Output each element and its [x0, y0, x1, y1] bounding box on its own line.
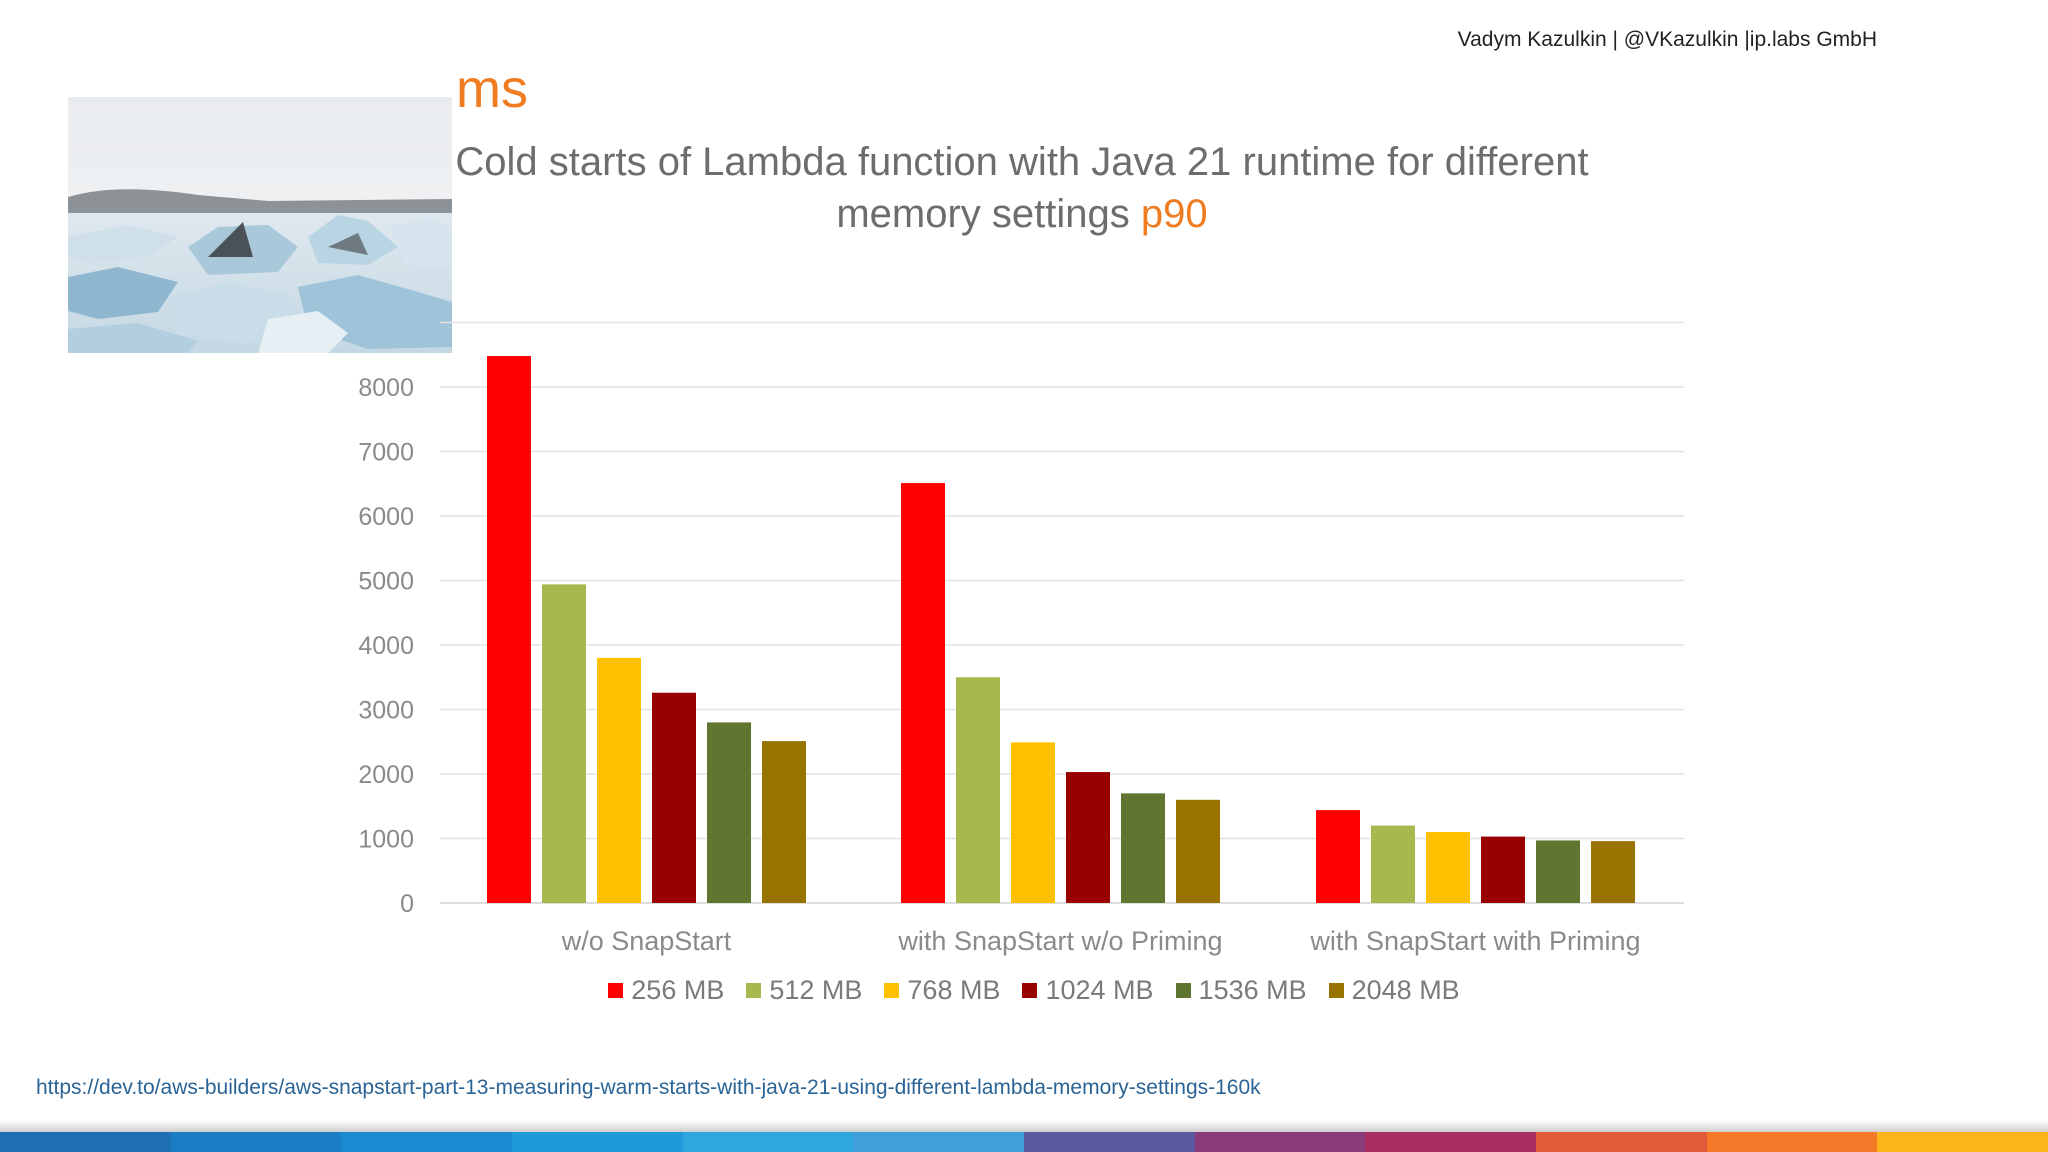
legend-swatch: [1328, 983, 1344, 998]
footer-color-segment: [1536, 1132, 1707, 1152]
y-tick-label: 4000: [358, 632, 414, 660]
bar: [652, 692, 696, 903]
legend-item: 512 MB: [746, 975, 862, 1006]
bar: [1176, 799, 1220, 903]
author-credit: Vadym Kazulkin | @VKazulkin |ip.labs Gmb…: [1457, 28, 1877, 51]
bar: [1011, 742, 1055, 903]
footer-color-segment: [1706, 1132, 1878, 1152]
footer-color-segment: [170, 1132, 342, 1152]
bar: [901, 483, 945, 903]
legend-swatch: [1022, 983, 1038, 998]
chart-title-main: Cold starts of Lambda function with Java…: [455, 140, 1589, 236]
y-tick-label: 6000: [358, 503, 414, 531]
bar: [1591, 841, 1635, 903]
bar: [1481, 836, 1525, 903]
chart-title-accent: p90: [1140, 192, 1208, 236]
footer-color-segment: [341, 1132, 513, 1152]
footer-color-segment: [1877, 1132, 2048, 1152]
footer-color-segment: [1194, 1132, 1366, 1152]
bar: [597, 657, 641, 903]
legend-item: 256 MB: [608, 975, 724, 1006]
footer-color-bar: [0, 1132, 2048, 1152]
footer-color-segment: [1024, 1132, 1195, 1152]
footer-color-segment: [1365, 1132, 1537, 1152]
legend-item: 768 MB: [884, 975, 1000, 1006]
bar: [1426, 832, 1470, 903]
footer-shadow: [0, 1120, 2048, 1132]
chart-title: Cold starts of Lambda function with Java…: [380, 136, 1664, 240]
footer-color-segment: [853, 1132, 1025, 1152]
chart-legend: 256 MB 512 MB 768 MB 1024 MB 1536 MB 2048 MB: [0, 975, 2048, 1006]
legend-label: 2048 MB: [1351, 975, 1460, 1005]
bar: [542, 584, 586, 903]
glacier-ice-photo: [68, 97, 452, 353]
legend-item: 2048 MB: [1328, 975, 1460, 1006]
legend-label: 1536 MB: [1198, 975, 1307, 1005]
bar: [1316, 810, 1360, 903]
legend-swatch: [746, 983, 762, 998]
unit-label: ms: [456, 59, 528, 119]
legend-swatch: [1175, 983, 1191, 998]
x-tick-label: with SnapStart w/o Priming: [897, 926, 1222, 956]
y-tick-label: 0: [400, 890, 414, 918]
y-tick-label: 3000: [358, 697, 414, 725]
legend-swatch: [608, 983, 624, 998]
legend-item: 1536 MB: [1175, 975, 1307, 1006]
footer-color-segment: [0, 1132, 171, 1152]
legend-item: 1024 MB: [1022, 975, 1154, 1006]
glacier-photo-icon: [68, 97, 452, 353]
bar: [1121, 793, 1165, 903]
bar: [1536, 840, 1580, 903]
legend-swatch: [884, 983, 900, 998]
y-tick-label: 8000: [358, 374, 414, 402]
legend-label: 768 MB: [907, 975, 1001, 1005]
bar: [487, 356, 531, 903]
y-tick-label: 5000: [358, 568, 414, 596]
bar: [762, 741, 806, 903]
legend-label: 512 MB: [769, 975, 863, 1005]
x-tick-label: w/o SnapStart: [561, 926, 732, 956]
y-tick-label: 2000: [358, 761, 414, 789]
bar: [1066, 772, 1110, 903]
y-tick-label: 1000: [358, 826, 414, 854]
legend-label: 1024 MB: [1045, 975, 1154, 1005]
y-tick-label: 7000: [358, 439, 414, 467]
bar: [707, 722, 751, 903]
footer-color-segment: [512, 1132, 683, 1152]
x-tick-label: with SnapStart with Priming: [1309, 926, 1640, 956]
source-link[interactable]: https://dev.to/aws-builders/aws-snapstar…: [36, 1076, 1261, 1099]
legend-label: 256 MB: [631, 975, 725, 1005]
bar: [956, 677, 1000, 903]
bar: [1371, 825, 1415, 903]
footer-color-segment: [682, 1132, 854, 1152]
